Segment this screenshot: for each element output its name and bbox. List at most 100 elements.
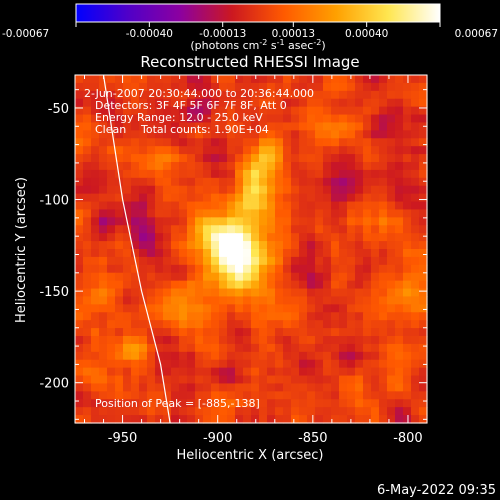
heatmap-cell (131, 82, 140, 92)
heatmap-cell (115, 177, 124, 187)
heatmap-cell (83, 233, 92, 242)
heatmap-cell (387, 280, 396, 290)
heatmap-cell (275, 343, 284, 353)
heatmap-cell (283, 256, 292, 266)
heatmap-cell (331, 233, 340, 242)
heatmap-cell (195, 106, 204, 116)
heatmap-cell (291, 383, 300, 392)
heatmap-cell (115, 185, 124, 195)
heatmap-cell (307, 328, 316, 337)
heatmap-cell (211, 343, 220, 353)
heatmap-cell (363, 106, 372, 116)
heatmap-cell (243, 312, 252, 321)
heatmap-cell (419, 264, 428, 274)
heatmap-cell (115, 98, 124, 108)
heatmap-cell (355, 241, 364, 250)
heatmap-cell (131, 98, 140, 108)
heatmap-cell (339, 185, 348, 195)
heatmap-cell (75, 233, 84, 242)
heatmap-cell (259, 256, 268, 266)
heatmap-cell (331, 312, 340, 321)
heatmap-cell (419, 193, 428, 203)
heatmap-cell (275, 304, 284, 313)
heatmap-cell (75, 359, 84, 369)
heatmap-cell (291, 241, 300, 250)
heatmap-cell (331, 169, 340, 179)
heatmap-cell (299, 193, 308, 203)
heatmap-cell (395, 241, 404, 250)
heatmap-cell (131, 415, 140, 424)
heatmap-cell (291, 162, 300, 171)
heatmap-cell (371, 312, 380, 321)
heatmap-cell (355, 391, 364, 400)
heatmap-cell (211, 193, 220, 203)
heatmap-cell (315, 399, 324, 408)
heatmap-cell (411, 312, 420, 321)
heatmap-cell (155, 177, 164, 187)
heatmap-cell (403, 146, 412, 155)
heatmap-cell (283, 209, 292, 218)
heatmap-cell (211, 304, 220, 313)
heatmap-cell (115, 201, 124, 211)
heatmap-cell (203, 209, 212, 218)
heatmap-cell (371, 351, 380, 361)
heatmap-cell (291, 217, 300, 226)
heatmap-cell (147, 82, 156, 92)
heatmap-cell (323, 217, 332, 226)
heatmap-cell (291, 320, 300, 329)
heatmap-cell (291, 185, 300, 195)
heatmap-cell (187, 241, 196, 250)
heatmap-cell (275, 193, 284, 203)
heatmap-cell (171, 415, 180, 424)
heatmap-cell (195, 256, 204, 266)
heatmap-cell (339, 383, 348, 392)
heatmap-cell (187, 391, 196, 400)
heatmap-cell (283, 225, 292, 234)
heatmap-cell (163, 209, 172, 218)
heatmap-cell (163, 146, 172, 155)
heatmap-cell (115, 312, 124, 321)
heatmap-cell (163, 225, 172, 234)
heatmap-cell (139, 177, 148, 187)
heatmap-cell (227, 280, 236, 290)
heatmap-cell (107, 280, 116, 290)
heatmap-cell (99, 249, 108, 258)
heatmap-cell (171, 375, 180, 385)
heatmap-cell (323, 375, 332, 385)
heatmap-cell (115, 114, 124, 124)
heatmap-cell (139, 383, 148, 392)
heatmap-cell (163, 90, 172, 100)
heatmap-cell (123, 391, 132, 400)
heatmap-cell (283, 296, 292, 305)
heatmap-cell (315, 241, 324, 250)
heatmap-cell (307, 241, 316, 250)
heatmap-cell (99, 193, 108, 203)
heatmap-cell (219, 304, 228, 313)
heatmap-cell (195, 177, 204, 187)
heatmap-cell (323, 177, 332, 187)
heatmap-cell (379, 114, 388, 124)
heatmap-cell (251, 75, 260, 84)
heatmap-cell (123, 280, 132, 290)
heatmap-cell (163, 201, 172, 211)
heatmap-cell (363, 209, 372, 218)
heatmap-cell (91, 256, 100, 266)
heatmap-cell (195, 264, 204, 274)
heatmap-cell (227, 169, 236, 179)
heatmap-cell (395, 399, 404, 408)
heatmap-cell (203, 138, 212, 147)
heatmap-cell (155, 280, 164, 290)
heatmap-cell (235, 98, 244, 108)
heatmap-cell (219, 288, 228, 298)
heatmap-cell (411, 399, 420, 408)
heatmap-cell (355, 106, 364, 116)
heatmap-cell (283, 185, 292, 195)
heatmap-cell (395, 209, 404, 218)
heatmap-cell (83, 217, 92, 226)
heatmap-cell (115, 383, 124, 392)
heatmap-cell (243, 162, 252, 171)
heatmap-cell (307, 233, 316, 242)
heatmap-cell (363, 162, 372, 171)
heatmap-cell (419, 90, 428, 100)
heatmap-cell (395, 233, 404, 242)
